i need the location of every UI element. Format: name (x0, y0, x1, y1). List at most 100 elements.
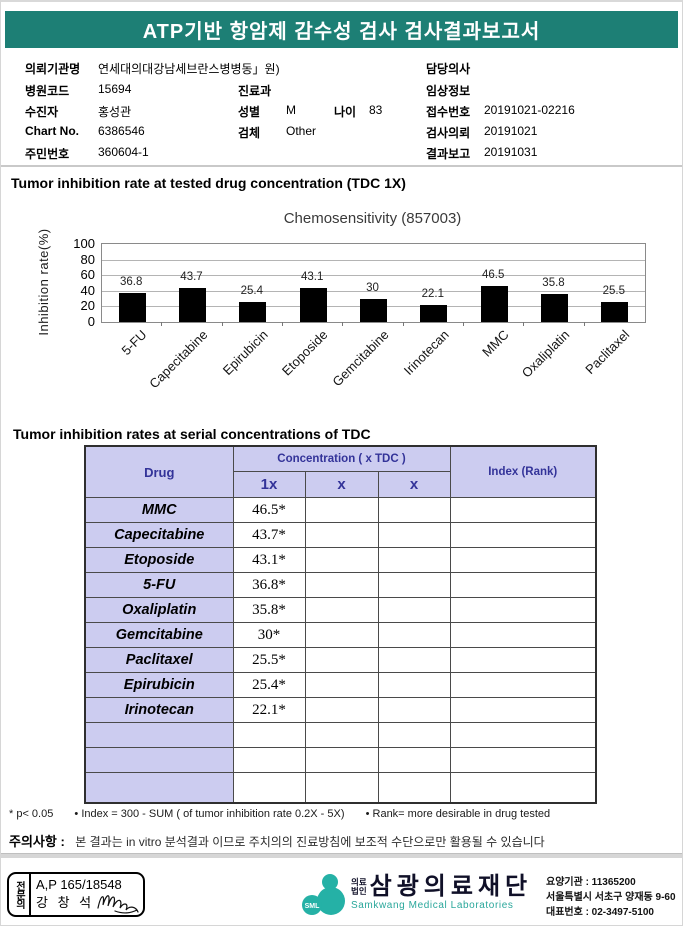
bar (299, 288, 327, 322)
empty-cell (377, 597, 451, 623)
x-axis-label: Capecitabine (145, 327, 211, 392)
x-tick-mark (342, 322, 344, 326)
org-prefix-line2: 법인 (351, 886, 367, 896)
org-name-english: Samkwang Medical Laboratories (351, 900, 514, 911)
field-label-sex: 성별 (238, 105, 261, 119)
drug-name-cell (84, 722, 234, 748)
field-value-specimen: Other (286, 124, 317, 138)
table-body: MMC 46.5* Capecitabine 43.7* Etoposide 43.1* 5… (84, 497, 597, 803)
table-row-empty (84, 772, 597, 803)
org-prefix: 의료 법인 (351, 878, 367, 896)
field-value-chart-no: 6386546 (98, 124, 145, 138)
field-value-hospital-code: 15694 (98, 82, 132, 96)
x-tick-mark (282, 322, 283, 326)
col-header-x3: x (377, 471, 451, 498)
stamp-body: A,P 165/18548 강 창 석 (31, 874, 143, 915)
empty-cell (377, 547, 451, 573)
empty-cell (377, 697, 451, 723)
empty-cell (377, 572, 451, 598)
field-value-test-request-date: 20191021 (484, 124, 538, 138)
samkwang-logo-icon: SML (302, 874, 345, 915)
inhibition-value-cell: 43.7* (232, 522, 306, 548)
y-axis-label: Inhibition rate(%) (36, 228, 51, 336)
contact-address: 서울특별시 서초구 양재동 9-60 (546, 892, 676, 903)
contact-block: 요양기관 : 11365200 서울특별시 서초구 양재동 9-60 대표번호 … (546, 875, 676, 920)
index-rank-cell (449, 647, 597, 673)
footer-divider (1, 853, 682, 858)
org-prefix-line1: 의료 (351, 877, 367, 887)
index-rank-cell (449, 747, 597, 773)
stamp-doctor-name: 강 창 석 (36, 895, 92, 910)
inhibition-value-cell: 22.1* (232, 697, 306, 723)
y-tick-label: 40 (80, 282, 95, 298)
bar-value-label: 25.5 (602, 285, 626, 298)
inhibition-value-cell: 25.5* (232, 647, 306, 673)
inhibition-value-cell (232, 772, 306, 803)
bar (239, 302, 267, 322)
inhibition-value-cell: 46.5* (232, 497, 306, 523)
empty-cell (377, 497, 451, 523)
index-rank-cell (449, 722, 597, 748)
field-label-clinical-info: 임상정보 (426, 84, 471, 98)
empty-cell (377, 622, 451, 648)
field-value-resident-no: 360604-1 (98, 145, 149, 159)
field-value-patient-name: 홍성관 (98, 105, 132, 119)
field-label-doctor: 담당의사 (426, 62, 471, 76)
y-tick-label: 100 (73, 236, 95, 251)
field-label-institution: 의뢰기관명 (25, 62, 81, 76)
drug-name-cell: Oxaliplatin (84, 597, 234, 623)
inhibition-value-cell: 35.8* (232, 597, 306, 623)
report-title: ATP기반 항암제 감수성 검사 검사결과보고서 (142, 21, 541, 43)
bar (179, 287, 206, 322)
index-rank-cell (449, 597, 597, 623)
y-tick-label: 0 (87, 314, 95, 329)
x-tick-mark (583, 322, 585, 326)
section2-title: Tumor inhibition rates at serial concent… (13, 426, 371, 442)
table-row: Oxaliplatin 35.8* (84, 597, 597, 623)
field-value-receipt-no: 20191021-02216 (484, 103, 575, 117)
empty-cell (304, 622, 379, 648)
stamp-license-no: A,P 165/18548 (36, 877, 122, 892)
index-rank-cell (449, 572, 597, 598)
bar-value-label: 35.8 (542, 277, 565, 290)
footnote-line: * p< 0.05 • Index = 300 - SUM ( of tumor… (9, 808, 568, 820)
empty-cell (304, 647, 379, 673)
logo-sml-text: SML (305, 903, 321, 910)
index-rank-cell (449, 547, 597, 573)
empty-cell (377, 647, 451, 673)
bar (541, 294, 568, 322)
x-axis-label: 5-FU (118, 327, 150, 359)
table-row: MMC 46.5* (84, 497, 597, 523)
table-row: Gemcitabine 30* (84, 622, 597, 648)
x-axis-label: Paclitaxel (582, 327, 633, 377)
table-row: Epirubicin 25.4* (84, 672, 597, 698)
y-tick-label: 20 (80, 298, 95, 314)
footnote-rank: • Rank= more desirable in drug tested (365, 808, 551, 820)
drug-name-cell: Etoposide (84, 547, 234, 573)
inhibition-value-cell (232, 747, 306, 773)
bar (420, 304, 448, 322)
empty-cell (377, 722, 451, 748)
report-title-bar: ATP기반 항암제 감수성 검사 검사결과보고서 (5, 11, 678, 48)
field-label-department: 진료과 (238, 84, 272, 98)
field-label-test-request-date: 검사의뢰 (426, 126, 471, 140)
col-header-x2: x (304, 471, 379, 498)
drug-name-cell (84, 772, 234, 803)
drug-name-cell: Epirubicin (84, 672, 234, 698)
field-label-specimen: 검체 (238, 126, 261, 140)
drug-name-cell: Capecitabine (84, 522, 234, 548)
bar-value-label: 46.5 (481, 268, 505, 281)
bar-value-label: 22.1 (421, 287, 445, 300)
bar-value-label: 25.4 (240, 285, 264, 298)
chart-title: Chemosensitivity (857003) (283, 210, 462, 227)
table-row-empty (84, 747, 597, 773)
table-row: 5-FU 36.8* (84, 572, 597, 598)
bar (601, 302, 629, 322)
index-rank-cell (449, 672, 597, 698)
contact-provider-no: 요양기관 : 11365200 (546, 877, 636, 888)
signature-icon (97, 895, 139, 914)
x-axis-label: MMC (479, 327, 512, 360)
empty-cell (377, 772, 451, 803)
inhibition-value-cell: 30* (232, 622, 306, 648)
x-axis-label: Oxaliplatin (518, 327, 573, 381)
